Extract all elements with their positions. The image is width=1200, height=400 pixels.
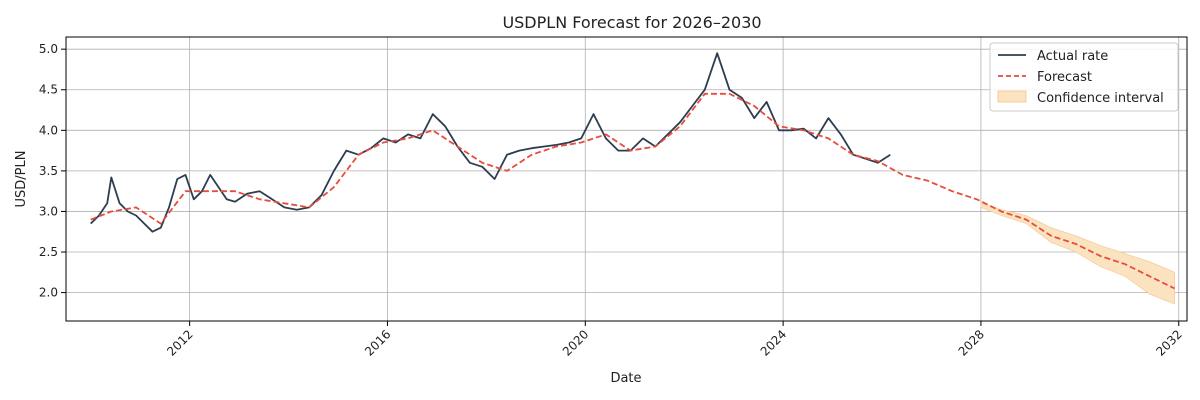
x-axis-label: Date [610, 371, 641, 386]
legend-label-confidence: Confidence interval [1037, 91, 1164, 106]
y-tick-label: 3.0 [39, 204, 58, 218]
y-tick-label: 5.0 [39, 42, 58, 56]
legend: Actual rate Forecast Confidence interval [989, 42, 1179, 112]
legend-swatch-confidence [997, 90, 1027, 103]
y-tick-label: 3.5 [39, 164, 58, 178]
forecast-series-layer [90, 92, 1175, 290]
actual-series-layer [90, 52, 891, 233]
y-tick-label: 2.5 [39, 245, 58, 259]
y-axis-ticks: 2.0 2.5 3.0 3.5 4.0 4.5 5.0 [39, 42, 66, 300]
y-tick-label: 4.0 [39, 123, 58, 137]
legend-label-forecast: Forecast [1037, 70, 1092, 85]
y-tick-label: 2.0 [39, 286, 58, 300]
chart-title: USDPLN Forecast for 2026–2030 [502, 13, 761, 32]
legend-box [989, 42, 1179, 112]
confidence-band-layer [980, 202, 1175, 305]
plot-frame [65, 36, 1188, 322]
y-tick-label: 4.5 [39, 83, 58, 97]
legend-label-actual: Actual rate [1037, 49, 1108, 64]
grid-lines [66, 37, 1187, 321]
y-axis-label: USD/PLN [14, 151, 29, 208]
forecast-line [90, 92, 1175, 290]
actual-rate-line [90, 52, 891, 233]
confidence-band [980, 202, 1175, 305]
